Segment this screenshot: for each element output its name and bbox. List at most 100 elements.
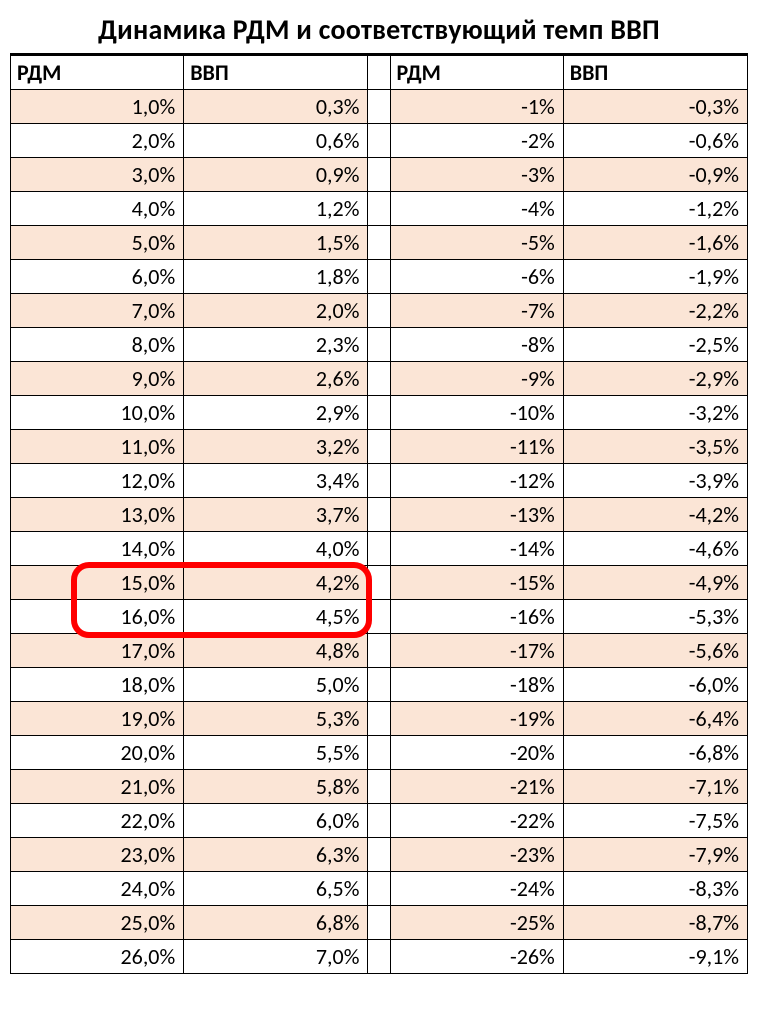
cell-vvp-right: -2,9% [563, 362, 747, 396]
cell-vvp-right: -1,9% [563, 260, 747, 294]
cell-vvp-left: 7,0% [184, 940, 368, 974]
cell-rdm-right: -2% [390, 124, 563, 158]
data-table: РДМ ВВП РДМ ВВП 1,0%0,3%-1%-0,3%2,0%0,6%… [10, 55, 748, 974]
cell-rdm-right: -9% [390, 362, 563, 396]
cell-vvp-left: 3,2% [184, 430, 368, 464]
cell-vvp-left: 1,8% [184, 260, 368, 294]
cell-rdm-right: -12% [390, 464, 563, 498]
cell-vvp-right: -4,2% [563, 498, 747, 532]
table-row: 26,0%7,0%-26%-9,1% [11, 940, 748, 974]
cell-vvp-left: 0,6% [184, 124, 368, 158]
cell-gap [368, 396, 390, 430]
table-row: 21,0%5,8%-21%-7,1% [11, 770, 748, 804]
cell-gap [368, 804, 390, 838]
cell-rdm-right: -8% [390, 328, 563, 362]
cell-rdm-right: -24% [390, 872, 563, 906]
col-header-vvp-left: ВВП [184, 56, 368, 90]
cell-rdm-left: 13,0% [11, 498, 184, 532]
table-row: 25,0%6,8%-25%-8,7% [11, 906, 748, 940]
cell-gap [368, 634, 390, 668]
table-row: 14,0%4,0%-14%-4,6% [11, 532, 748, 566]
cell-rdm-left: 23,0% [11, 838, 184, 872]
cell-rdm-left: 9,0% [11, 362, 184, 396]
cell-rdm-right: -25% [390, 906, 563, 940]
cell-vvp-right: -2,5% [563, 328, 747, 362]
table-row: 8,0%2,3% -8%-2,5% [11, 328, 748, 362]
cell-rdm-right: -13% [390, 498, 563, 532]
cell-vvp-right: -0,6% [563, 124, 747, 158]
cell-vvp-right: -1,2% [563, 192, 747, 226]
cell-vvp-right: -1,6% [563, 226, 747, 260]
table-row: 1,0%0,3% -1%-0,3% [11, 90, 748, 124]
cell-gap [368, 464, 390, 498]
cell-vvp-right: -6,4% [563, 702, 747, 736]
cell-gap [368, 940, 390, 974]
cell-vvp-right: -0,3% [563, 90, 747, 124]
cell-vvp-left: 2,6% [184, 362, 368, 396]
cell-vvp-right: -5,6% [563, 634, 747, 668]
table-row: 22,0%6,0%-22%-7,5% [11, 804, 748, 838]
cell-vvp-right: -5,3% [563, 600, 747, 634]
table-row: 10,0%2,9%-10%-3,2% [11, 396, 748, 430]
cell-vvp-left: 0,3% [184, 90, 368, 124]
cell-rdm-left: 17,0% [11, 634, 184, 668]
col-header-rdm-right: РДМ [390, 56, 563, 90]
cell-gap [368, 838, 390, 872]
cell-rdm-left: 10,0% [11, 396, 184, 430]
cell-rdm-left: 5,0% [11, 226, 184, 260]
cell-gap [368, 872, 390, 906]
cell-rdm-right: -7% [390, 294, 563, 328]
cell-rdm-left: 1,0% [11, 90, 184, 124]
cell-rdm-right: -1% [390, 90, 563, 124]
cell-rdm-left: 7,0% [11, 294, 184, 328]
table-row: 4,0%1,2% -4%-1,2% [11, 192, 748, 226]
cell-gap [368, 90, 390, 124]
cell-rdm-right: -23% [390, 838, 563, 872]
cell-rdm-right: -19% [390, 702, 563, 736]
cell-rdm-left: 15,0% [11, 566, 184, 600]
cell-vvp-left: 4,2% [184, 566, 368, 600]
cell-rdm-left: 8,0% [11, 328, 184, 362]
table-row: 12,0%3,4%-12%-3,9% [11, 464, 748, 498]
cell-vvp-left: 2,3% [184, 328, 368, 362]
cell-rdm-right: -5% [390, 226, 563, 260]
cell-rdm-right: -26% [390, 940, 563, 974]
cell-rdm-left: 4,0% [11, 192, 184, 226]
cell-vvp-left: 5,0% [184, 668, 368, 702]
cell-rdm-right: -22% [390, 804, 563, 838]
cell-rdm-right: -4% [390, 192, 563, 226]
cell-gap [368, 362, 390, 396]
cell-gap [368, 736, 390, 770]
cell-vvp-left: 1,2% [184, 192, 368, 226]
cell-rdm-left: 12,0% [11, 464, 184, 498]
cell-vvp-right: -2,2% [563, 294, 747, 328]
cell-rdm-left: 16,0% [11, 600, 184, 634]
cell-vvp-right: -7,5% [563, 804, 747, 838]
cell-vvp-left: 6,3% [184, 838, 368, 872]
table-row: 2,0%0,6%-2%-0,6% [11, 124, 748, 158]
cell-rdm-right: -17% [390, 634, 563, 668]
cell-vvp-right: -3,9% [563, 464, 747, 498]
table-row: 19,0%5,3%-19%-6,4% [11, 702, 748, 736]
cell-rdm-right: -15% [390, 566, 563, 600]
cell-vvp-right: -9,1% [563, 940, 747, 974]
cell-rdm-right: -18% [390, 668, 563, 702]
cell-gap [368, 770, 390, 804]
cell-rdm-left: 3,0% [11, 158, 184, 192]
cell-vvp-right: -4,9% [563, 566, 747, 600]
cell-rdm-left: 19,0% [11, 702, 184, 736]
cell-rdm-left: 20,0% [11, 736, 184, 770]
cell-rdm-right: -10% [390, 396, 563, 430]
table-row: 7,0%2,0%-7%-2,2% [11, 294, 748, 328]
cell-gap [368, 328, 390, 362]
table-row: 11,0%3,2%-11%-3,5% [11, 430, 748, 464]
cell-rdm-right: -3% [390, 158, 563, 192]
cell-gap [368, 226, 390, 260]
cell-vvp-left: 4,8% [184, 634, 368, 668]
cell-vvp-right: -4,6% [563, 532, 747, 566]
cell-gap [368, 600, 390, 634]
page: Динамика РДМ и соответствующий темп ВВП … [0, 0, 758, 980]
cell-rdm-right: -20% [390, 736, 563, 770]
cell-vvp-left: 0,9% [184, 158, 368, 192]
cell-vvp-right: -8,7% [563, 906, 747, 940]
